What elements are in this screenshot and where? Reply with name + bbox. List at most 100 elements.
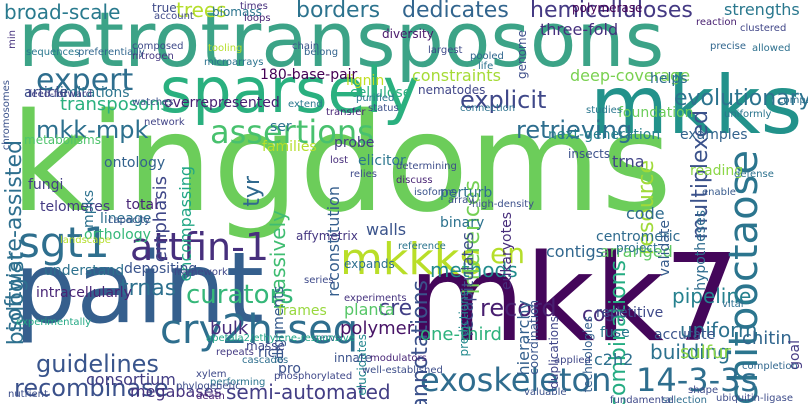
cloud-word: allowed — [752, 43, 791, 54]
cloud-word: vital — [722, 299, 744, 310]
cloud-word: coordination — [527, 300, 541, 375]
cloud-word: apetala2/ethylene-responsive — [206, 333, 355, 344]
cloud-word: bulk — [210, 318, 249, 339]
cloud-word: trna — [612, 152, 645, 171]
cloud-word: limitations — [56, 85, 130, 101]
cloud-word: isoforms — [414, 187, 457, 198]
cloud-word: binary — [440, 215, 485, 231]
cloud-word: reference — [398, 241, 446, 252]
cloud-word: microarrays — [204, 57, 264, 68]
cloud-word: min — [7, 30, 18, 49]
cloud-word: predictions — [457, 290, 471, 357]
cloud-word: broad-scale — [4, 0, 121, 24]
cloud-word: emphasis — [150, 176, 171, 263]
cloud-word: phosphorylated — [274, 371, 353, 382]
cloud-word: borders — [296, 0, 381, 23]
cloud-word: overrepresented — [164, 95, 280, 111]
cloud-word: insects — [568, 147, 611, 161]
cloud-word: capacity — [108, 215, 151, 226]
cloud-word: preferentially — [78, 47, 145, 58]
cloud-word: code — [626, 204, 665, 223]
cloud-word: understand — [44, 263, 125, 279]
cloud-word: deep-coverage — [570, 66, 691, 85]
cloud-word: retrieving — [516, 116, 633, 144]
cloud-word: polymerase — [572, 1, 643, 15]
cloud-word: framework — [174, 267, 228, 278]
cloud-word: validate — [657, 220, 673, 277]
cloud-word: biologist — [4, 252, 29, 346]
cloud-word: accurate — [654, 327, 716, 343]
cloud-word: biomass — [212, 5, 262, 19]
cloud-word: en — [490, 237, 525, 270]
cloud-word: c2h2 — [594, 350, 634, 369]
cloud-word: transfer — [326, 107, 366, 118]
cloud-word: transposons — [60, 94, 170, 115]
cloud-word: well-established — [362, 365, 443, 376]
cloud-word: trees — [176, 0, 227, 22]
cloud-word: examples — [680, 127, 748, 143]
cloud-word: hypotheses — [693, 210, 709, 291]
cloud-word: nutrient — [8, 389, 48, 400]
cloud-word: foundation — [618, 105, 694, 121]
cloud-word: cry2h-seq — [160, 307, 359, 353]
cloud-word: nematodes — [418, 83, 486, 97]
cloud-word: semi-automated — [226, 380, 391, 404]
cloud-word: enable — [702, 187, 736, 198]
cloud-word: ontology — [104, 155, 166, 171]
cloud-word: uniform — [680, 318, 758, 342]
cloud-word: recombinase — [14, 374, 169, 402]
cloud-word: times — [240, 1, 268, 12]
cloud-word: lignin — [346, 73, 385, 89]
cloud-word: extend — [288, 99, 323, 110]
cloud-word: explicit — [460, 86, 547, 114]
cloud-word: rich — [258, 345, 285, 361]
cloud-word: intracellularly — [36, 285, 132, 301]
cloud-word: array — [448, 195, 475, 206]
cloud-word: helps — [650, 71, 688, 87]
cloud-word: hemicelluloses — [530, 0, 693, 23]
cloud-word: phylogenetic — [176, 381, 241, 392]
cloud-word: sulfur — [680, 342, 731, 363]
cloud-word: reaction — [696, 17, 737, 28]
cloud-word: pipeline — [672, 284, 752, 308]
cloud-word: defense — [734, 169, 774, 180]
cloud-word: planta — [344, 300, 395, 319]
cloud-word: ser — [270, 119, 292, 135]
cloud-word: mkks — [590, 59, 803, 152]
cloud-word: cost — [582, 302, 624, 326]
cloud-word: megabases — [130, 382, 222, 401]
cloud-word: perturb — [440, 185, 493, 201]
cloud-word: performing — [210, 377, 266, 388]
cloud-word: diversity — [382, 27, 434, 41]
cloud-word: discuss — [396, 175, 433, 186]
cloud-word: high-density — [472, 199, 535, 210]
cloud-word: telomeres — [40, 199, 111, 215]
cloud-word: duplications — [547, 316, 561, 389]
cloud-word: retrotransposons — [18, 0, 665, 84]
cloud-word: one-third — [420, 324, 502, 345]
cloud-word: depositing — [124, 261, 198, 277]
cloud-word: dedicates — [402, 0, 509, 23]
cloud-word: pooled — [470, 51, 504, 62]
cloud-word: repeats — [216, 347, 254, 358]
cloud-word: expert — [36, 63, 134, 98]
cloud-word: walls — [366, 220, 407, 239]
cloud-word: total — [126, 197, 159, 213]
cloud-word: composed — [132, 41, 184, 52]
cloud-word: sparsely — [160, 54, 420, 127]
cloud-word: polymer — [340, 318, 415, 339]
cloud-word: paint — [14, 232, 265, 346]
cloud-word: arranged — [600, 242, 673, 261]
cloud-word: precise — [710, 41, 747, 52]
cloud-word: three-fold — [540, 20, 619, 39]
cloud-word: innate — [334, 351, 372, 365]
cloud-word: tyr — [240, 176, 265, 207]
cloud-word: frames — [278, 303, 327, 319]
cloud-word: serve — [314, 333, 342, 344]
cloud-word: methods — [430, 258, 518, 282]
cloud-word: belong — [304, 47, 339, 58]
cloud-word: 14-3-3s — [636, 361, 758, 399]
cloud-word: consortium — [86, 370, 176, 389]
cloud-word: watches — [132, 97, 174, 108]
cloud-word: network — [144, 117, 185, 128]
